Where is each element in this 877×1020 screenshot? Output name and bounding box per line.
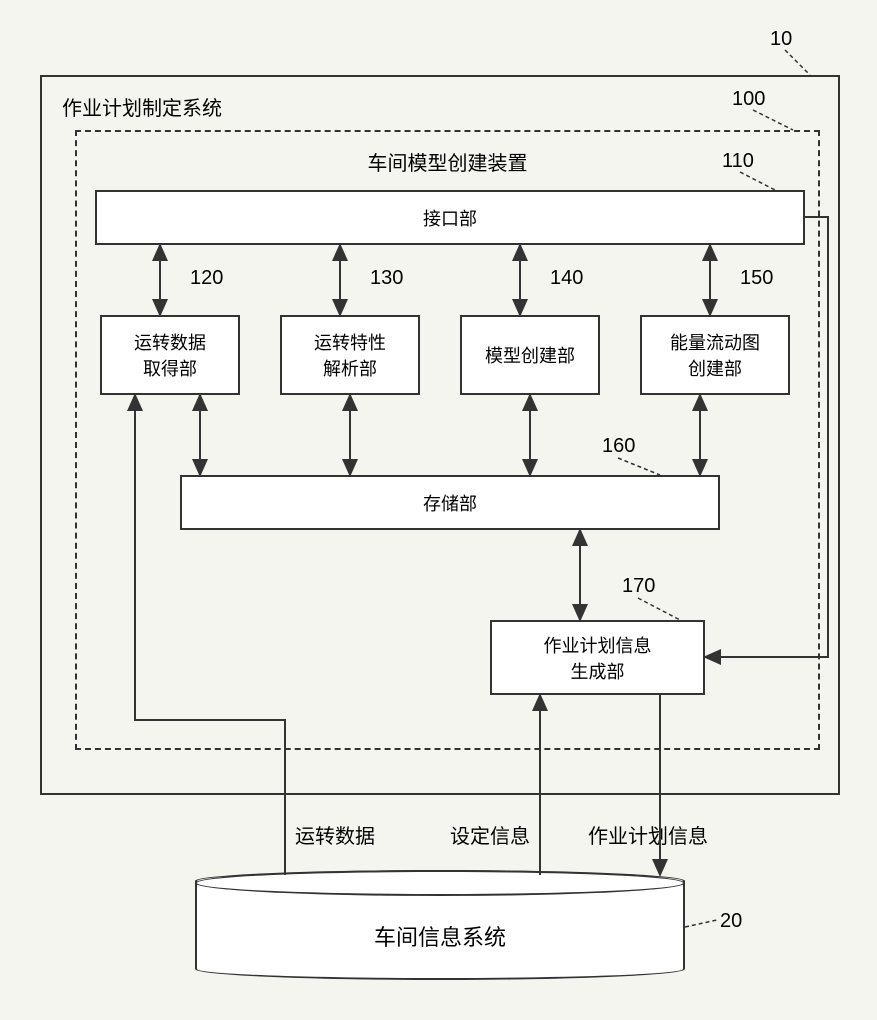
block-130: 运转特性 解析部 <box>280 315 420 395</box>
flow-set-info: 设定信息 <box>450 820 530 849</box>
outer-title: 作业计划制定系统 <box>62 92 222 121</box>
ref-140: 140 <box>550 267 583 290</box>
ref-100: 100 <box>732 88 765 111</box>
block-150: 能量流动图 创建部 <box>640 315 790 395</box>
block-120: 运转数据 取得部 <box>100 315 240 395</box>
flow-plan-info: 作业计划信息 <box>588 820 708 849</box>
storage-block: 存储部 <box>180 475 720 530</box>
block-130-label: 运转特性 解析部 <box>314 329 386 381</box>
ref-10: 10 <box>770 28 792 51</box>
interface-label: 接口部 <box>423 205 477 231</box>
info-sys-cylinder: 车间信息系统 <box>195 870 685 980</box>
ref-170: 170 <box>622 575 655 598</box>
block-140-label: 模型创建部 <box>485 342 575 368</box>
plan-gen-block: 作业计划信息 生成部 <box>490 620 705 695</box>
block-140: 模型创建部 <box>460 315 600 395</box>
info-sys-label: 车间信息系统 <box>197 920 683 952</box>
plan-gen-label: 作业计划信息 生成部 <box>544 632 652 684</box>
ref-130: 130 <box>370 267 403 290</box>
diagram-root: 作业计划制定系统 车间模型创建装置 接口部 运转数据 取得部 运转特性 解析部 … <box>20 20 857 980</box>
ref-160: 160 <box>602 435 635 458</box>
interface-block: 接口部 <box>95 190 805 245</box>
ref-150: 150 <box>740 267 773 290</box>
ref-20: 20 <box>720 910 742 933</box>
storage-label: 存储部 <box>423 490 477 516</box>
block-150-label: 能量流动图 创建部 <box>670 329 760 381</box>
ref-120: 120 <box>190 267 223 290</box>
block-120-label: 运转数据 取得部 <box>134 329 206 381</box>
ref-110: 110 <box>722 150 754 173</box>
device-title: 车间模型创建装置 <box>368 147 528 176</box>
flow-run-data: 运转数据 <box>295 820 375 849</box>
